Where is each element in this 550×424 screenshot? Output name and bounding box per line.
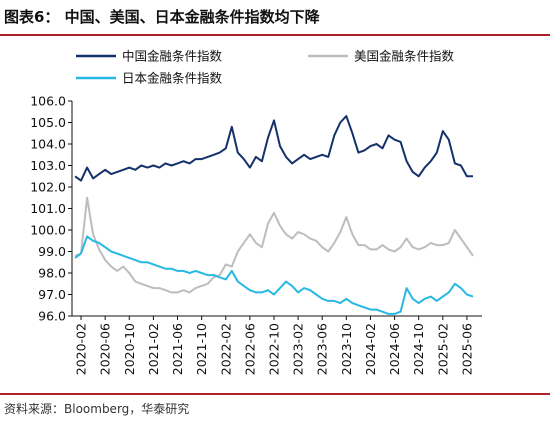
x-tick-label: 2022-10 [266, 323, 281, 375]
x-tick-label: 2023-02 [291, 323, 306, 375]
y-tick-label: 100.0 [30, 223, 66, 238]
figure-title-bar: 图表6： 中国、美国、日本金融条件指数均下降 [0, 0, 550, 34]
series-line-us [74, 196, 474, 294]
x-tick-label: 2020-10 [122, 323, 137, 375]
series-line-japan [74, 235, 474, 315]
y-tick-label: 106.0 [30, 94, 66, 109]
chart-series [74, 115, 474, 315]
x-tick-label: 2022-06 [242, 323, 257, 375]
y-tick-label: 96.0 [38, 309, 66, 324]
legend-label: 中国金融条件指数 [122, 49, 223, 64]
x-tick-label: 2021-10 [194, 323, 209, 375]
x-tick-label: 2020-02 [74, 323, 89, 375]
y-tick-label: 101.0 [30, 201, 66, 216]
y-tick-label: 103.0 [30, 158, 66, 173]
x-tick-label: 2025-06 [459, 323, 474, 375]
source-divider [0, 393, 550, 395]
legend-label: 日本金融条件指数 [122, 71, 223, 86]
legend-label: 美国金融条件指数 [354, 49, 455, 64]
x-tick-label: 2024-06 [387, 323, 402, 375]
y-tick-label: 97.0 [38, 287, 66, 302]
chart-axes: 106.0 105.0 104.0 103.0 102.0 101.0 100.0 99.0 9… [30, 94, 482, 375]
x-tick-label: 2023-06 [315, 323, 330, 375]
y-tick-label: 99.0 [38, 244, 66, 259]
x-tick-label: 2024-10 [411, 323, 426, 375]
series-line-china [74, 115, 473, 182]
x-tick-label: 2020-06 [98, 323, 113, 375]
x-tick-label: 2021-02 [146, 323, 161, 375]
y-tick-label: 98.0 [38, 266, 66, 281]
y-tick-label: 104.0 [30, 137, 66, 152]
title-divider [0, 34, 550, 36]
x-tick-label: 2021-06 [170, 323, 185, 375]
y-tick-label: 102.0 [30, 180, 66, 195]
x-tick-label: 2025-02 [435, 323, 450, 375]
source-note: 资料来源：Bloomberg，华泰研究 [4, 402, 190, 416]
figure-title: 图表6： 中国、美国、日本金融条件指数均下降 [4, 8, 320, 26]
x-tick-label: 2024-02 [363, 323, 378, 375]
x-tick-label: 2023-10 [339, 323, 354, 375]
y-tick-label: 105.0 [30, 115, 66, 130]
x-tick-label: 2022-02 [218, 323, 233, 375]
